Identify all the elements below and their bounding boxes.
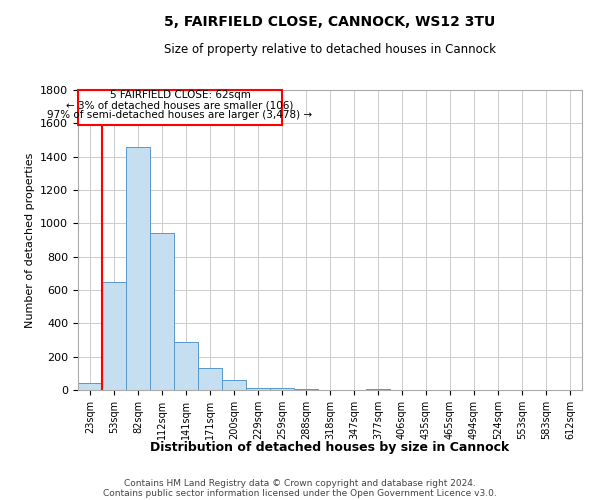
Bar	[222, 380, 246, 390]
Bar	[294, 389, 318, 390]
Bar	[174, 342, 198, 390]
Text: Size of property relative to detached houses in Cannock: Size of property relative to detached ho…	[164, 42, 496, 56]
Text: ← 3% of detached houses are smaller (106): ← 3% of detached houses are smaller (106…	[67, 100, 293, 110]
FancyBboxPatch shape	[78, 90, 282, 125]
Y-axis label: Number of detached properties: Number of detached properties	[25, 152, 35, 328]
Bar	[246, 388, 270, 390]
Bar	[270, 388, 294, 390]
Text: Contains public sector information licensed under the Open Government Licence v3: Contains public sector information licen…	[103, 488, 497, 498]
Text: Contains HM Land Registry data © Crown copyright and database right 2024.: Contains HM Land Registry data © Crown c…	[124, 478, 476, 488]
Text: Distribution of detached houses by size in Cannock: Distribution of detached houses by size …	[151, 441, 509, 454]
Bar	[150, 234, 174, 390]
Bar	[102, 282, 126, 390]
Text: 5 FAIRFIELD CLOSE: 62sqm: 5 FAIRFIELD CLOSE: 62sqm	[110, 90, 250, 101]
Bar	[198, 368, 222, 390]
Bar	[126, 146, 150, 390]
Bar	[366, 389, 390, 390]
Text: 5, FAIRFIELD CLOSE, CANNOCK, WS12 3TU: 5, FAIRFIELD CLOSE, CANNOCK, WS12 3TU	[164, 15, 496, 29]
Text: 97% of semi-detached houses are larger (3,478) →: 97% of semi-detached houses are larger (…	[47, 110, 313, 120]
Bar	[78, 384, 102, 390]
